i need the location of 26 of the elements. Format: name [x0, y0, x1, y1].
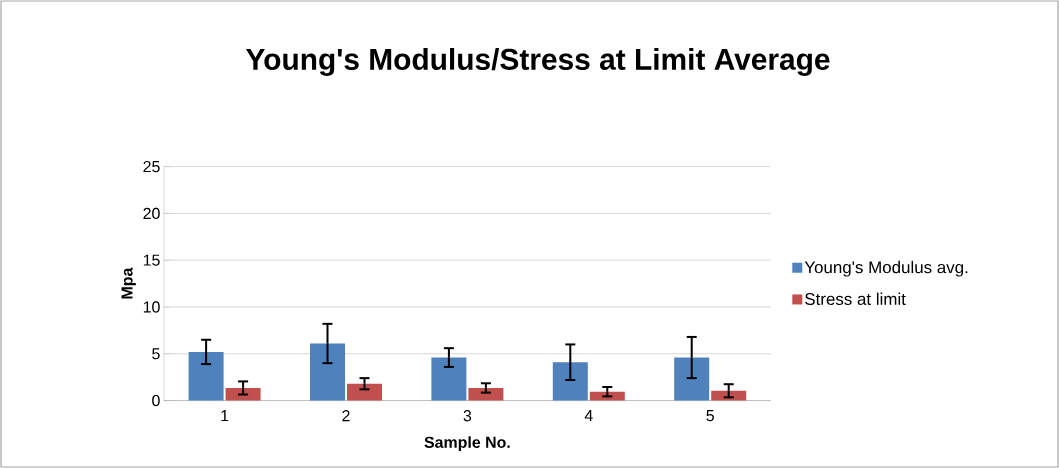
y-tick-label: 5: [152, 348, 160, 360]
x-axis-title: Sample No.: [424, 436, 510, 452]
bar: [310, 343, 345, 401]
bar: [468, 387, 504, 401]
x-tick-label: 2: [342, 410, 350, 422]
y-tick-label: 0: [152, 394, 160, 407]
y-tick-label: 10: [143, 301, 160, 313]
x-tick-label: 1: [221, 410, 229, 422]
bar: [225, 387, 261, 401]
x-tick-label: 4: [584, 410, 593, 422]
y-tick-label: 25: [143, 160, 160, 173]
bar: [347, 383, 382, 401]
legend-label: Young's Modulus avg.: [804, 260, 968, 277]
legend-label: Stress at limit: [805, 292, 906, 306]
y-axis-title: Mpa: [121, 267, 136, 299]
y-tick-label: 20: [143, 207, 160, 220]
bar: [552, 362, 588, 401]
y-tick-label: 15: [143, 254, 160, 266]
bar: [589, 391, 625, 401]
bar: [711, 390, 747, 401]
chart-title: Young's Modulus/Stress at Limit Average: [246, 47, 830, 76]
bar: [188, 351, 224, 401]
x-tick-label: 3: [463, 410, 472, 422]
x-tick-label: 5: [706, 410, 714, 422]
bar: [431, 357, 467, 401]
bar: [674, 357, 710, 401]
